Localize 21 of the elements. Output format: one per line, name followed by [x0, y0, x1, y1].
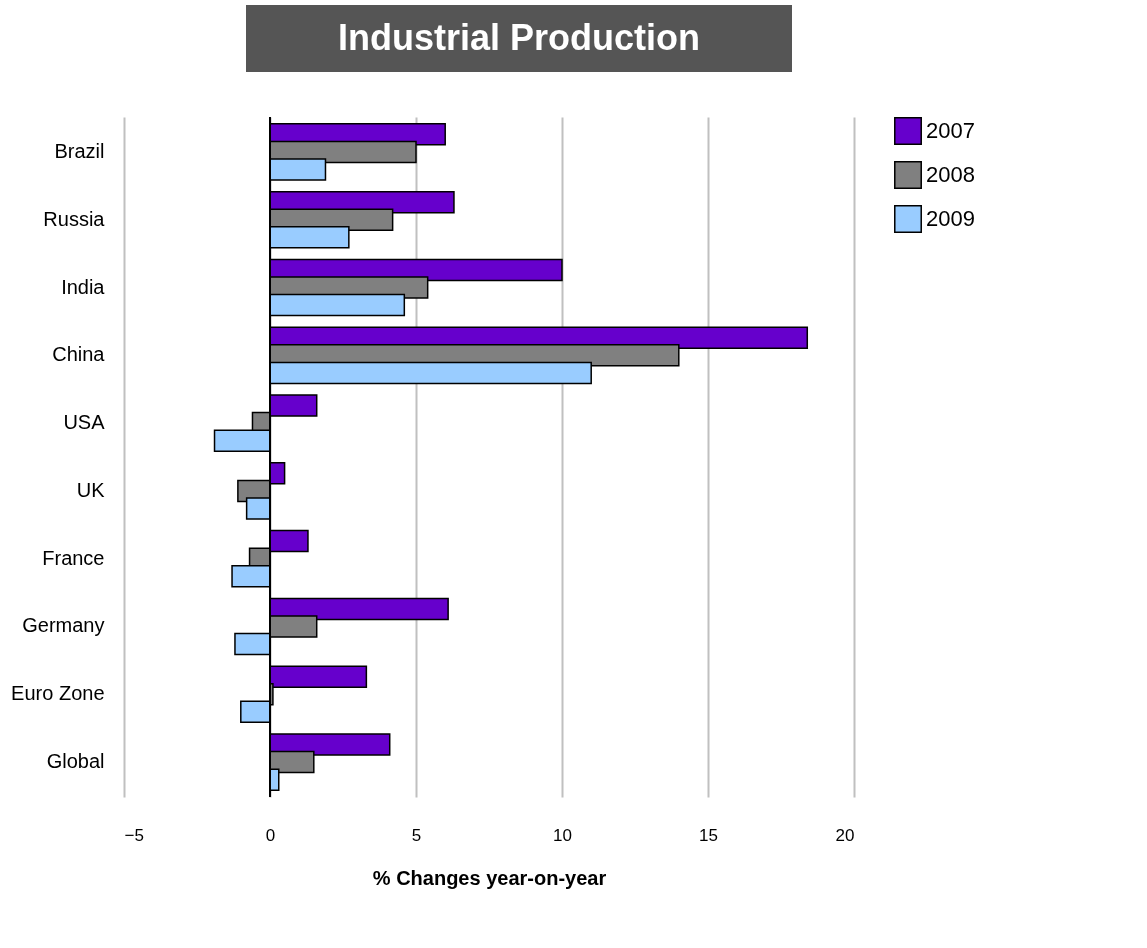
legend-label: 2007 [926, 118, 975, 143]
x-tick-label: 5 [411, 825, 422, 845]
y-tick-label: Brazil [54, 139, 105, 162]
x-tick-label: 10 [553, 825, 572, 845]
y-tick-label: India [61, 275, 106, 298]
x-axis-title: % Changes year-on-year [372, 866, 607, 889]
y-tick-label: Global [46, 750, 105, 773]
y-tick-label: Russia [43, 207, 106, 230]
y-tick-label: UK [76, 478, 106, 501]
y-tick-label: Germany [22, 614, 105, 637]
y-tick-label: USA [63, 411, 106, 434]
y-tick-label: Euro Zone [11, 682, 105, 705]
x-tick-label: 15 [699, 825, 718, 845]
chart-title: Industrial Production [337, 17, 701, 58]
x-tick-label: 0 [265, 825, 276, 845]
x-tick-label: −5 [124, 825, 144, 845]
x-tick-label: 20 [835, 825, 855, 845]
y-tick-label: China [52, 343, 106, 366]
legend-label: 2009 [926, 206, 975, 231]
y-tick-label: France [42, 546, 105, 569]
legend-label: 2008 [926, 162, 975, 187]
